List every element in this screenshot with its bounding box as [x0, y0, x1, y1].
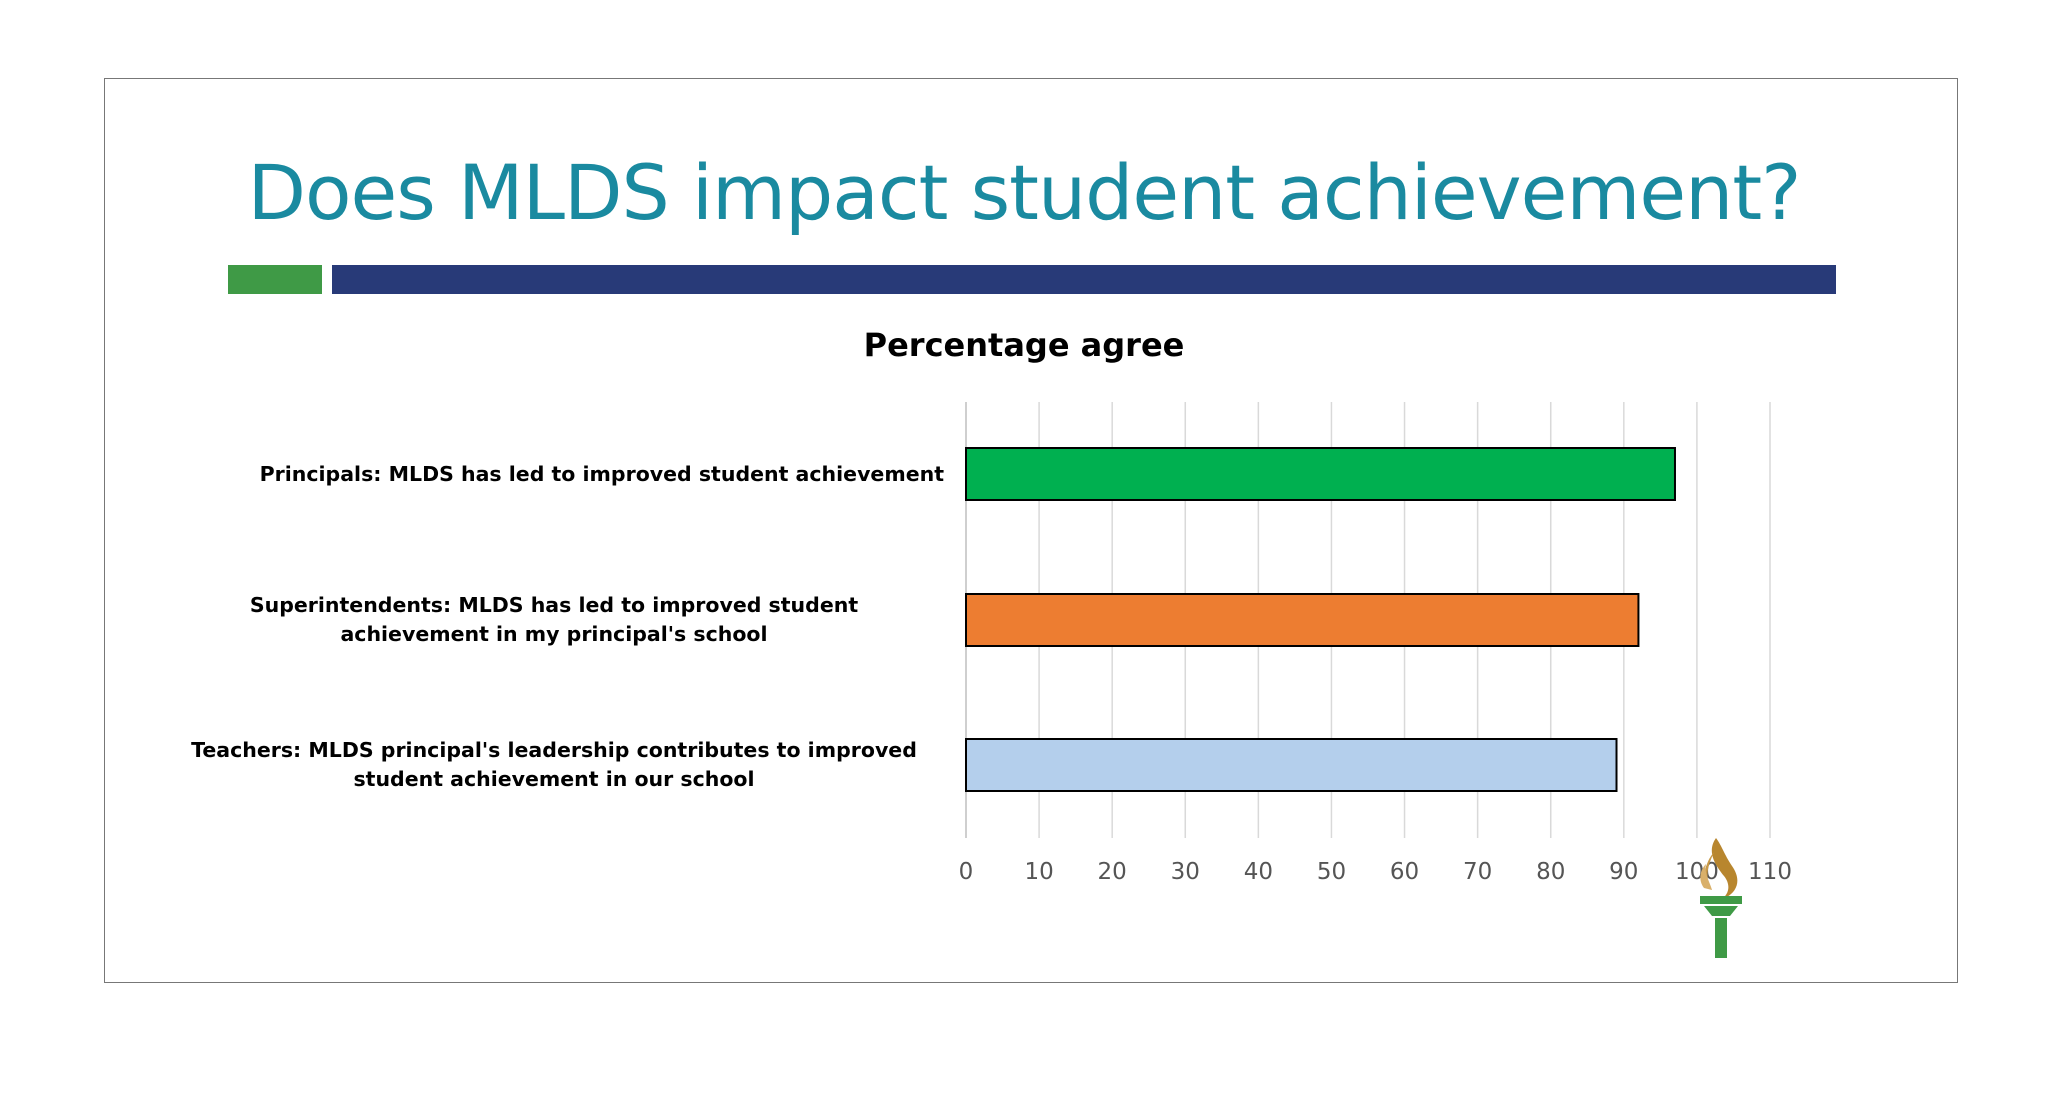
category-label-line: Teachers: MLDS principal's leadership co… — [191, 738, 917, 762]
category-label: Superintendents: MLDS has led to improve… — [164, 591, 944, 649]
bar — [965, 593, 1640, 647]
slide-title: Does MLDS impact student achievement? — [247, 148, 1802, 237]
chart-title: Percentage agree — [863, 326, 1185, 364]
x-tick-label: 50 — [1317, 859, 1346, 885]
x-tick-label: 40 — [1244, 859, 1273, 885]
category-label-line: achievement in my principal's school — [340, 622, 768, 646]
category-label: Principals: MLDS has led to improved stu… — [164, 460, 944, 489]
x-tick-label: 90 — [1609, 859, 1638, 885]
bar — [965, 447, 1676, 501]
x-tick-label: 70 — [1463, 859, 1492, 885]
x-tick-label: 30 — [1171, 859, 1200, 885]
x-tick-label: 0 — [959, 859, 974, 885]
x-tick-label: 10 — [1024, 859, 1053, 885]
x-tick-label: 110 — [1748, 859, 1792, 885]
category-label: Teachers: MLDS principal's leadership co… — [164, 736, 944, 794]
title-accent-blue-bar — [332, 265, 1836, 294]
slide-frame — [104, 78, 1958, 983]
x-tick-label: 80 — [1536, 859, 1565, 885]
x-tick-label: 20 — [1098, 859, 1127, 885]
category-label-line: student achievement in our school — [353, 767, 755, 791]
x-tick-label: 100 — [1675, 859, 1719, 885]
category-label-line: Superintendents: MLDS has led to improve… — [249, 593, 859, 617]
category-label-line: Principals: MLDS has led to improved stu… — [259, 461, 944, 486]
x-tick-label: 60 — [1390, 859, 1419, 885]
bar — [965, 738, 1618, 792]
title-accent-green-bar — [228, 265, 322, 294]
